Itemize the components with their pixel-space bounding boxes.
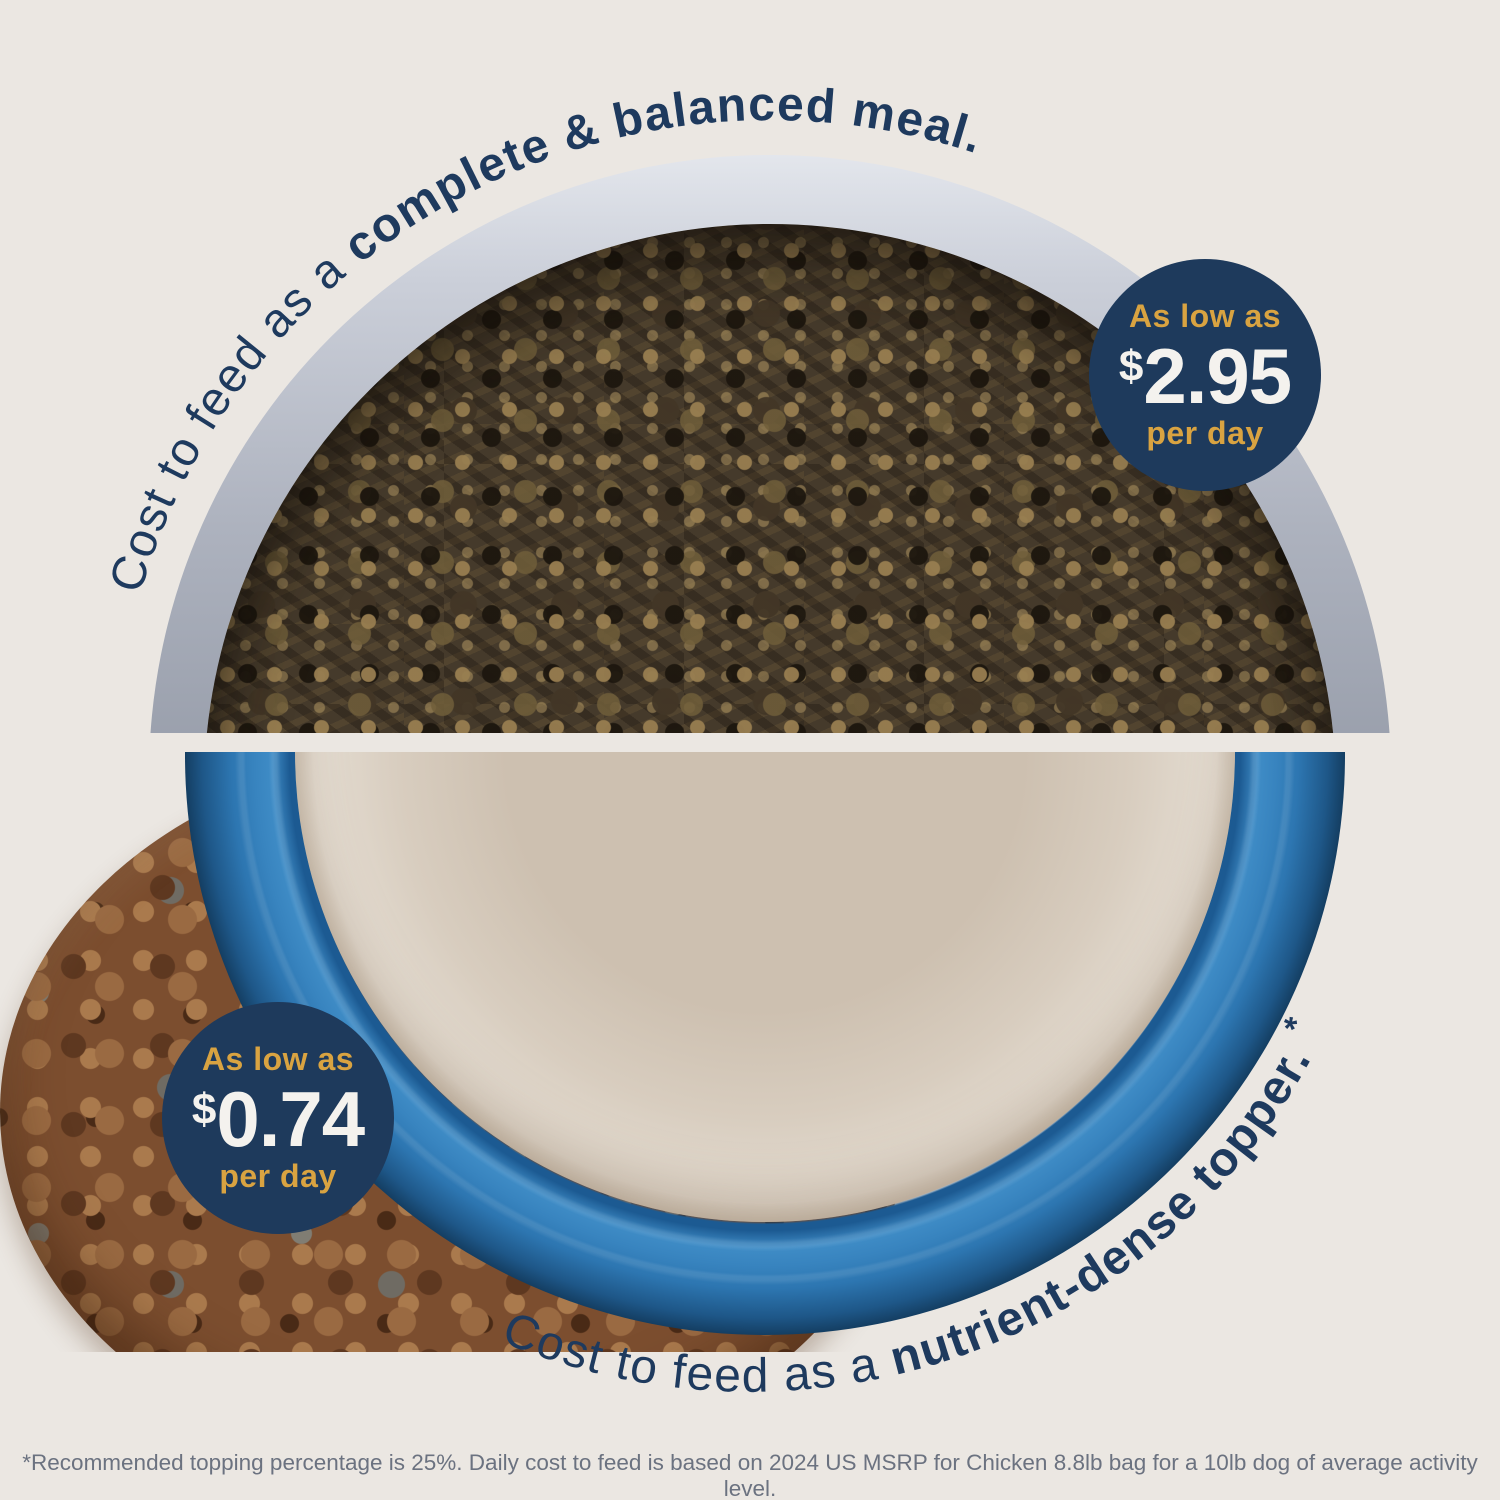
badge-amount: $0.74 xyxy=(191,1080,365,1158)
meal-price-badge: As low as $2.95 per day xyxy=(1089,259,1321,491)
badge-per-day: per day xyxy=(1146,415,1264,452)
topper-price-badge: As low as $0.74 per day xyxy=(162,1002,394,1234)
currency-symbol: $ xyxy=(1118,341,1144,391)
topper-headline-bold: nutrient-dense topper. xyxy=(885,1037,1322,1386)
amount-value: 0.74 xyxy=(216,1074,365,1163)
meal-headline: Cost to feed as a complete & balanced me… xyxy=(0,0,1220,598)
footnote-text: *Recommended topping percentage is 25%. … xyxy=(22,1450,1478,1500)
amount-value: 2.95 xyxy=(1143,331,1292,420)
badge-amount: $2.95 xyxy=(1118,337,1292,415)
badge-as-low-as: As low as xyxy=(1128,298,1282,335)
meal-headline-regular: Cost to feed as a xyxy=(100,232,367,598)
topper-headline: Cost to feed as a nutrient-dense topper.… xyxy=(496,1010,1322,1403)
footnote-asterisk: * xyxy=(1276,1010,1317,1040)
badge-as-low-as: As low as xyxy=(201,1041,355,1078)
currency-symbol: $ xyxy=(191,1084,217,1134)
badge-per-day: per day xyxy=(219,1158,337,1195)
bottom-bowl-section xyxy=(0,752,1500,1352)
meal-headline-bold: complete & balanced meal. xyxy=(334,78,990,273)
topper-headline-regular: Cost to feed as a xyxy=(496,1302,898,1403)
